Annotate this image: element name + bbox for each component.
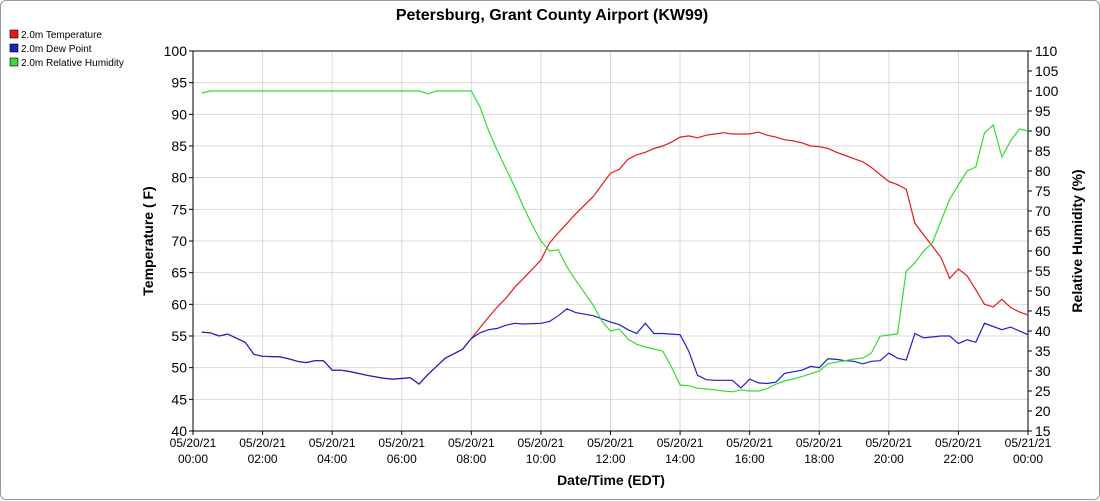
y2-tick-label: 85 xyxy=(1035,143,1051,159)
x-tick-label-date: 05/20/21 xyxy=(587,436,634,450)
x-tick-label-date: 05/20/21 xyxy=(935,436,982,450)
legend-swatch xyxy=(9,43,19,53)
x-tick-label-time: 18:00 xyxy=(804,452,834,466)
y2-tick-label: 30 xyxy=(1035,363,1051,379)
y2-tick-label: 45 xyxy=(1035,303,1051,319)
y2-tick-label: 90 xyxy=(1035,123,1051,139)
y-tick-label: 80 xyxy=(171,170,187,186)
y-tick-label: 40 xyxy=(171,423,187,439)
legend-label: 2.0m Temperature xyxy=(21,30,102,41)
legend: 2.0m Temperature 2.0m Dew Point 2.0m Relat… xyxy=(9,29,124,69)
y-tick-label: 90 xyxy=(171,106,187,122)
y-axis-right: 15 20 25 30 35 40 45 50 55 60 65 70 75 80 85 90 95 100 105… xyxy=(1028,43,1059,439)
y2-tick-label: 75 xyxy=(1035,183,1051,199)
legend-label: 2.0m Relative Humidity xyxy=(21,58,124,69)
x-tick-label-time: 14:00 xyxy=(665,452,695,466)
series-line-2 xyxy=(201,308,1029,389)
series-line-1 xyxy=(201,131,1029,385)
y2-tick-label: 20 xyxy=(1035,403,1051,419)
legend-swatch xyxy=(9,29,19,39)
x-tick-label-date: 05/20/21 xyxy=(309,436,356,450)
y2-tick-label: 55 xyxy=(1035,263,1051,279)
y-tick-label: 85 xyxy=(171,138,187,154)
y2-tick-label: 70 xyxy=(1035,203,1051,219)
y-tick-label: 65 xyxy=(171,265,187,281)
series-line-3 xyxy=(201,90,1029,393)
x-tick-label-date: 05/20/21 xyxy=(796,436,843,450)
x-axis-title: Date/Time (EDT) xyxy=(557,472,665,488)
x-tick-label-date: 05/21/21 xyxy=(1005,436,1052,450)
x-tick-label-time: 20:00 xyxy=(874,452,904,466)
x-tick-label-time: 06:00 xyxy=(387,452,417,466)
y2-tick-label: 35 xyxy=(1035,343,1051,359)
y2-tick-label: 100 xyxy=(1035,83,1059,99)
x-tick-label-date: 05/20/21 xyxy=(518,436,565,450)
y2-tick-label: 80 xyxy=(1035,163,1051,179)
y2-tick-label: 60 xyxy=(1035,243,1051,259)
x-tick-label-time: 08:00 xyxy=(456,452,486,466)
y2-tick-label: 105 xyxy=(1035,63,1059,79)
y2-tick-label: 15 xyxy=(1035,423,1051,439)
y2-tick-label: 40 xyxy=(1035,323,1051,339)
y2-tick-label: 95 xyxy=(1035,103,1051,119)
y-axis-left: 40 45 50 55 60 65 70 75 80 85 90 95 100 xyxy=(164,43,193,439)
x-tick-label-time: 10:00 xyxy=(526,452,556,466)
y2-axis-title: Relative Humidity (%) xyxy=(1069,169,1085,312)
y2-tick-label: 65 xyxy=(1035,223,1051,239)
legend-label: 2.0m Dew Point xyxy=(21,44,92,55)
chart-title: Petersburg, Grant County Airport (KW99) xyxy=(396,7,708,24)
x-tick-label-time: 04:00 xyxy=(317,452,347,466)
x-tick-label-time: 22:00 xyxy=(943,452,973,466)
x-tick-label-time: 02:00 xyxy=(248,452,278,466)
x-tick-label-date: 05/20/21 xyxy=(170,436,217,450)
y-tick-label: 75 xyxy=(171,201,187,217)
x-tick-label-time: 00:00 xyxy=(1013,452,1043,466)
series-group xyxy=(201,90,1029,393)
y-tick-label: 70 xyxy=(171,233,187,249)
y-axis-title: Temperature ( F) xyxy=(140,186,156,295)
y-tick-label: 55 xyxy=(171,328,187,344)
y-tick-label: 95 xyxy=(171,75,187,91)
x-axis: 05/20/21 00:00 05/20/21 02:00 05/20/21 04:00 0… xyxy=(170,431,1052,466)
x-tick-label-date: 05/20/21 xyxy=(865,436,912,450)
legend-swatch xyxy=(9,57,19,67)
x-tick-label-date: 05/20/21 xyxy=(448,436,495,450)
y-tick-label: 60 xyxy=(171,296,187,312)
x-tick-label-date: 05/20/21 xyxy=(726,436,773,450)
y-tick-label: 50 xyxy=(171,360,187,376)
x-tick-label-time: 16:00 xyxy=(735,452,765,466)
y-tick-label: 45 xyxy=(171,391,187,407)
x-tick-label-date: 05/20/21 xyxy=(378,436,425,450)
grid xyxy=(192,50,1029,432)
y2-tick-label: 50 xyxy=(1035,283,1051,299)
x-tick-label-date: 05/20/21 xyxy=(239,436,286,450)
x-tick-label-time: 12:00 xyxy=(595,452,625,466)
y2-tick-label: 25 xyxy=(1035,383,1051,399)
x-tick-label-time: 00:00 xyxy=(178,452,208,466)
y2-tick-label: 110 xyxy=(1035,43,1058,59)
x-tick-label-date: 05/20/21 xyxy=(657,436,704,450)
y-tick-label: 100 xyxy=(164,43,188,59)
